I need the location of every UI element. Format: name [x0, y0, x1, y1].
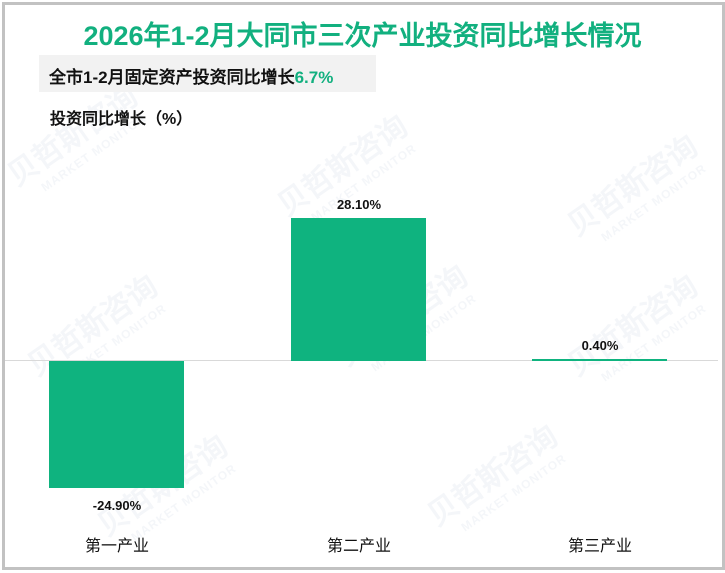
category-label: 第三产业: [567, 538, 632, 555]
summary-text: 全市1-2月固定资产投资同比增长6.7%: [49, 68, 334, 87]
value-label: -24.90%: [92, 497, 142, 513]
value-label: 0.40%: [581, 337, 619, 353]
category-label: 第二产业: [326, 538, 391, 555]
bar-2: [291, 217, 426, 361]
chart-title: 2026年1-2月大同市三次产业投资同比增长情况: [83, 21, 642, 51]
category-label: 第一产业: [84, 538, 149, 555]
y-axis-label: 投资同比增长（%）: [50, 111, 193, 128]
bar-3: [532, 358, 667, 361]
bar-1: [49, 361, 184, 488]
summary-box: 全市1-2月固定资产投资同比增长6.7%: [39, 55, 376, 92]
value-label: 28.10%: [336, 196, 382, 212]
summary-value: 6.7%: [294, 68, 334, 87]
